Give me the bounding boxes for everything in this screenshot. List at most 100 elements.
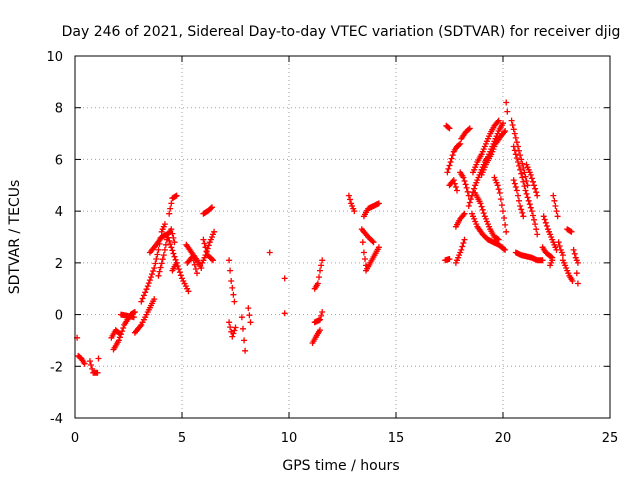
x-tick-label: 15 [388,431,405,446]
data-point [527,204,534,211]
data-point [445,165,452,172]
data-point [81,360,88,367]
data-point [510,143,517,150]
x-tick-label: 25 [602,431,619,446]
y-tick-label: 10 [46,50,63,65]
data-point [495,117,502,124]
data-point [318,312,325,319]
data-point [211,228,218,235]
data-point [516,162,522,169]
data-point [159,256,166,263]
x-tick-label: 10 [281,431,298,446]
data-point [520,165,527,171]
data-point [461,178,468,184]
x-tick-label: 20 [495,431,512,446]
data-point [369,238,376,245]
data-point [445,124,452,131]
data-point [530,178,536,185]
data-point [192,266,199,272]
data-point [194,270,200,277]
data-point [210,257,216,264]
data-point [533,189,540,196]
data-point [94,369,101,376]
data-point [494,182,501,189]
data-point [137,323,144,330]
data-point [510,126,517,133]
data-point [203,248,210,255]
data-point [527,171,534,178]
data-point [95,355,102,362]
data-point [496,190,503,196]
data-point [534,231,541,238]
y-tick-label: -4 [50,412,63,427]
data-point [461,236,468,243]
data-point [167,205,174,212]
data-point [240,325,246,332]
data-point [242,347,249,354]
data-point [501,129,508,136]
y-axis-label: SDTVAR / TECUs [7,180,23,295]
data-point [232,324,239,331]
grid-lines [75,56,610,418]
data-point [140,292,147,299]
data-point [518,170,525,177]
data-point [451,180,458,187]
data-point [167,241,174,248]
data-point [119,328,126,335]
data-point [510,177,517,184]
data-point [205,242,212,249]
data-point [153,256,160,262]
data-point [524,182,531,189]
data-point [512,151,519,158]
data-point [574,280,581,287]
data-point [525,197,532,204]
data-point [522,187,529,194]
data-point [466,125,473,132]
data-point [120,325,127,331]
data-point [570,246,577,253]
data-point [524,194,531,201]
data-point [504,108,511,115]
data-point [169,230,176,237]
y-tick-label: 2 [55,257,63,272]
data-point [148,274,154,281]
data-point [573,270,580,277]
data-point [541,216,548,223]
data-point [151,265,158,271]
data-point [494,118,501,125]
data-point [231,298,238,305]
data-point [553,208,560,215]
data-point [359,239,366,246]
data-point [478,203,485,210]
data-point [501,246,508,253]
data-point [554,213,561,220]
data-point [209,204,215,211]
data-point [319,309,326,315]
data-point [511,147,518,154]
data-point [460,212,467,218]
data-point [229,284,236,291]
data-point [512,134,519,141]
data-point [521,183,528,190]
data-point [157,264,164,271]
data-point [241,337,248,344]
data-point [555,239,562,246]
data-point [162,241,169,248]
data-point [540,213,547,220]
data-point [533,226,540,233]
data-point [156,268,163,275]
data-point [231,327,238,334]
data-point [465,126,472,133]
data-point [511,130,518,137]
data-point [517,152,524,159]
data-point [550,192,557,199]
data-point [552,203,559,209]
data-point [519,160,526,167]
data-point [143,286,150,293]
data-point [497,196,504,203]
data-point [448,155,455,162]
data-point [549,257,556,264]
data-point [480,210,487,217]
